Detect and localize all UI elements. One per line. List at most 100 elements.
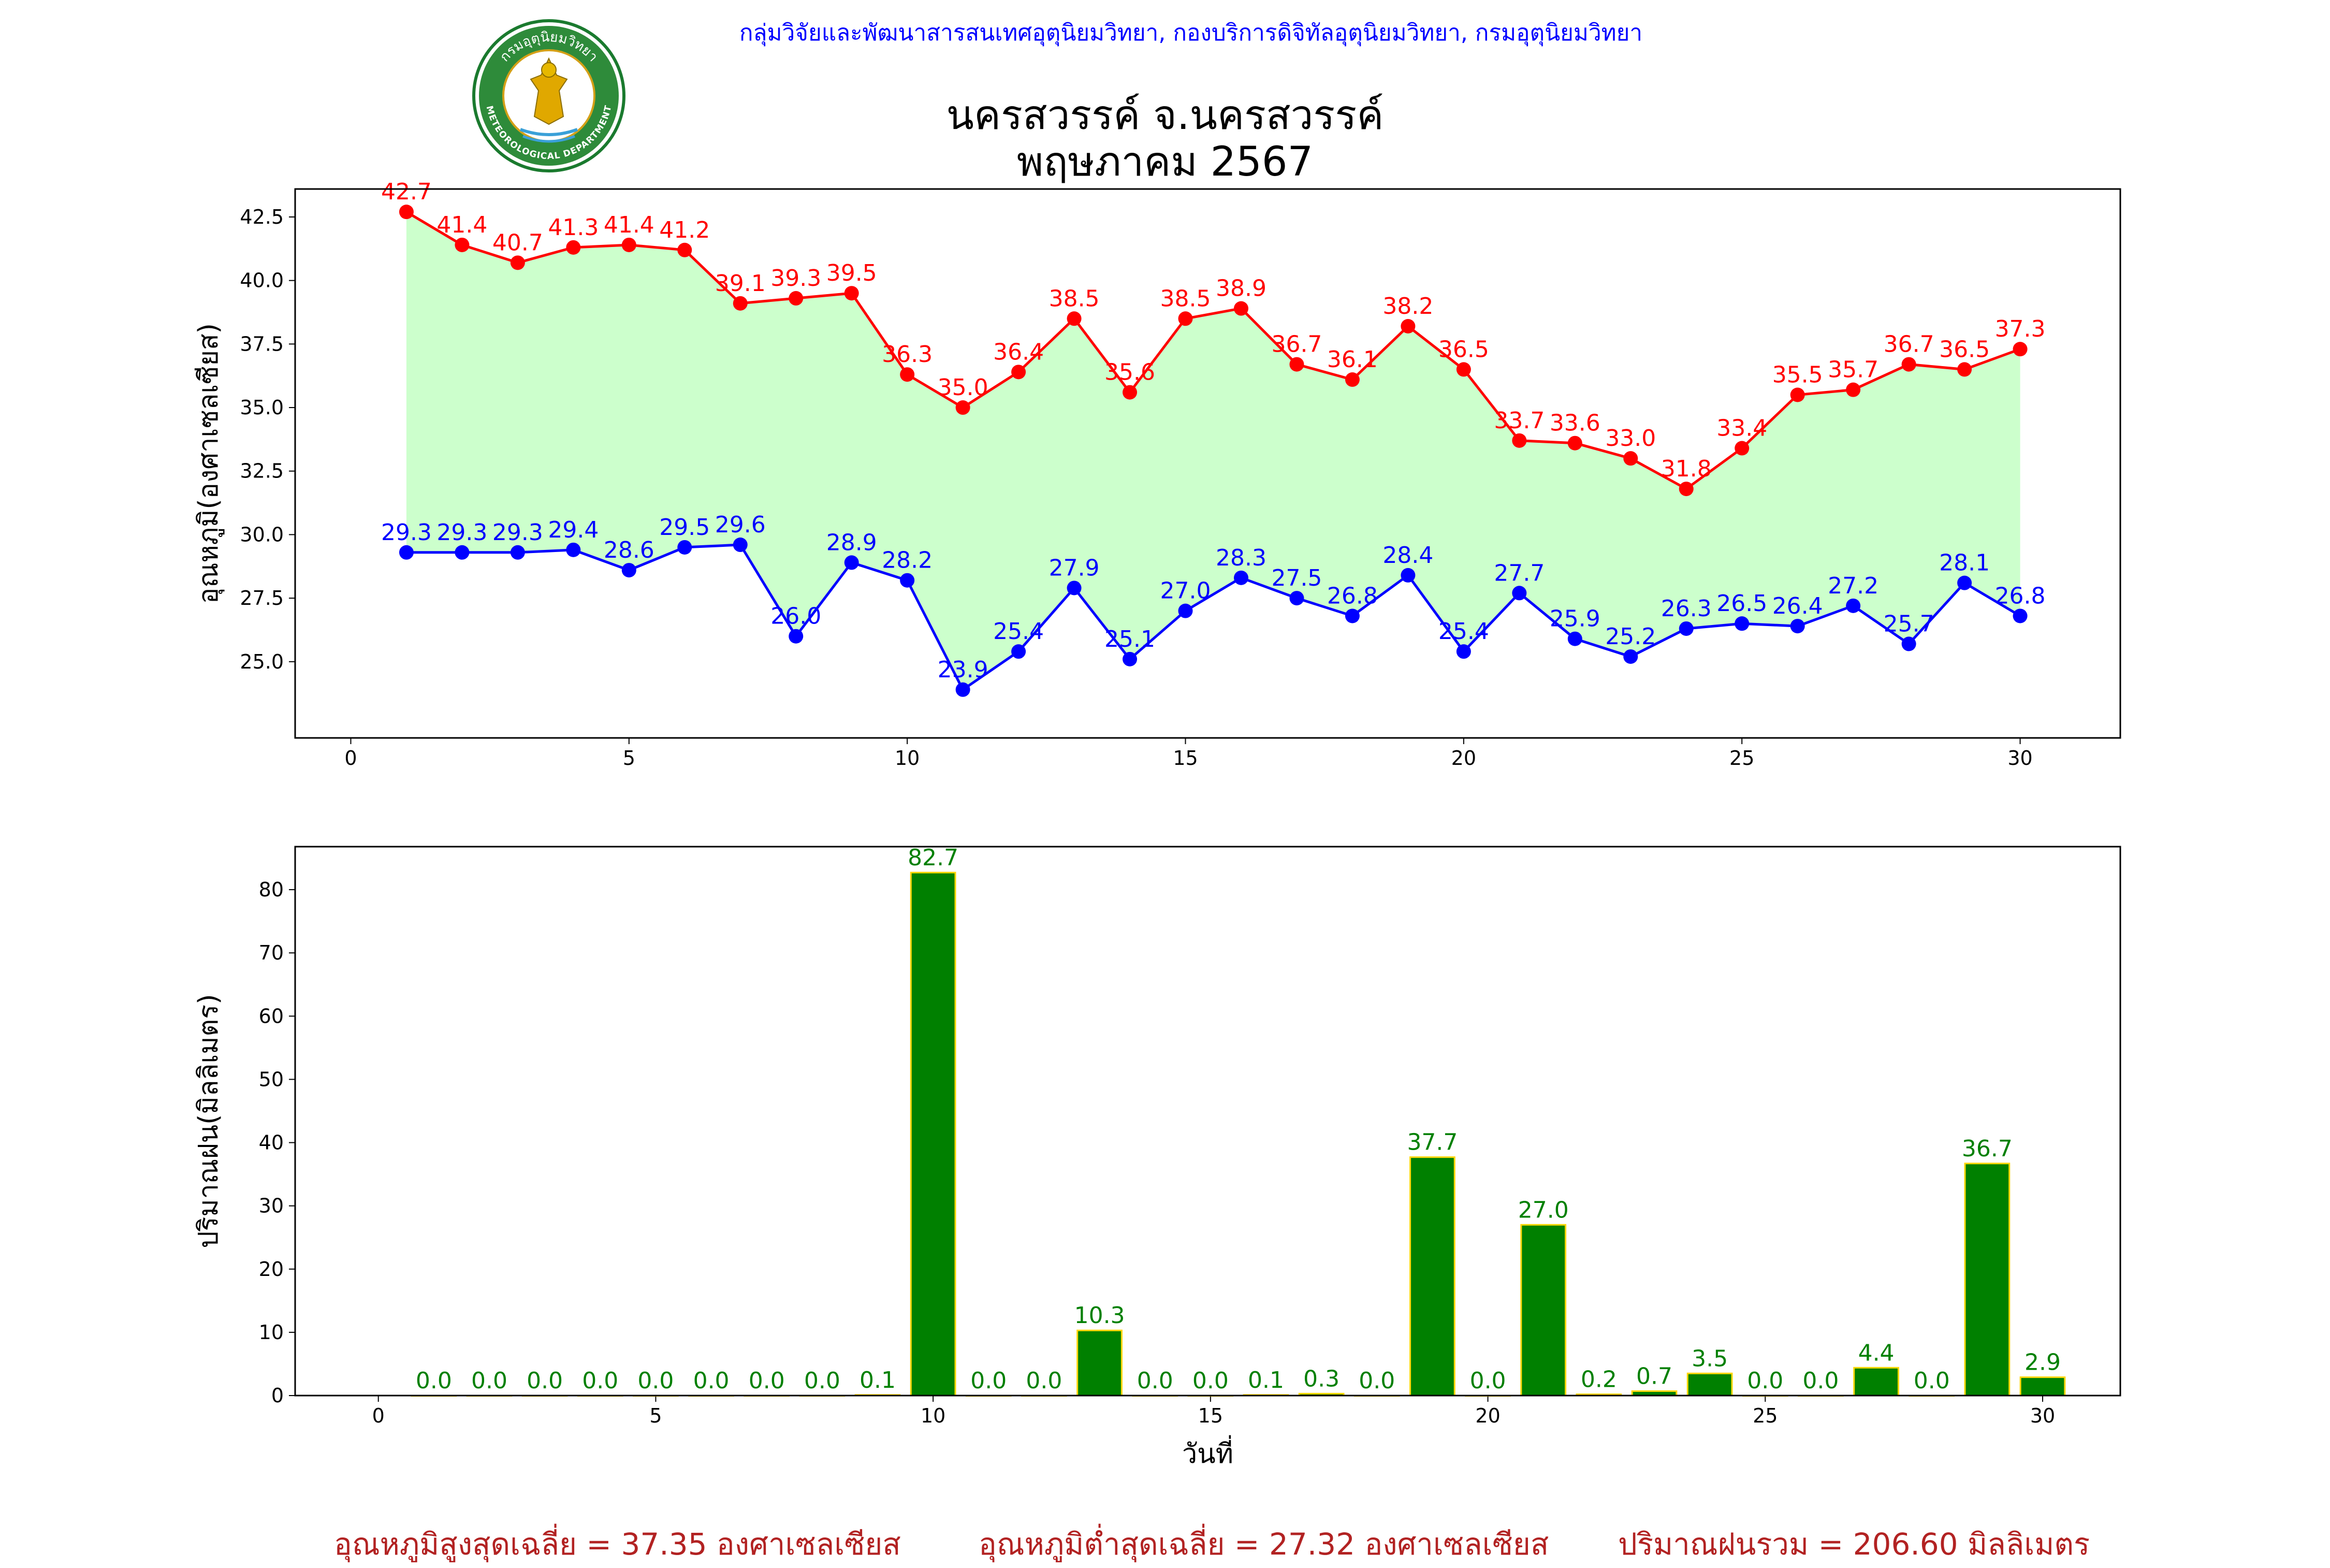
rain-data-label: 0.7 — [1636, 1363, 1672, 1389]
temp-max-data-label: 35.6 — [1104, 359, 1155, 386]
rain-data-label: 0.0 — [416, 1368, 452, 1394]
temp-min-data-label: 28.9 — [826, 529, 877, 556]
rain-y-axis-label: ปริมาณฝน(มิลลิเมตร) — [193, 994, 224, 1248]
temp-min-point — [1011, 644, 1026, 659]
temp-y-tick-label: 42.5 — [240, 206, 284, 228]
temp-min-point — [1567, 631, 1582, 646]
temp-min-line — [406, 543, 2021, 692]
temp-x-tick-label: 5 — [623, 747, 635, 770]
temp-plot-frame — [294, 188, 2121, 739]
temp-min-data-label: 29.3 — [492, 519, 543, 546]
temp-y-tick-label: 37.5 — [240, 332, 284, 355]
temp-min-data-label: 29.5 — [659, 514, 710, 541]
station-title: นครสวรรค์ จ.นครสวรรค์ — [946, 92, 1384, 139]
rain-data-label: 3.5 — [1692, 1345, 1728, 1372]
temp-min-data-label: 28.3 — [1216, 545, 1266, 571]
temp-min-point — [1289, 591, 1304, 606]
temp-min-point — [455, 545, 470, 560]
temp-min-data-label: 29.3 — [436, 519, 487, 546]
temp-min-point — [621, 563, 636, 578]
rain-data-label: 0.0 — [582, 1368, 618, 1394]
temp-max-data-label: 36.7 — [1884, 331, 1934, 358]
temp-min-data-label: 26.3 — [1661, 596, 1712, 622]
temp-min-point — [1957, 575, 1972, 590]
temp-max-data-label: 39.5 — [826, 260, 877, 286]
rain-y-tick-label: 0 — [271, 1384, 284, 1407]
temp-max-point — [955, 400, 970, 415]
temp-min-point — [900, 573, 915, 588]
temp-max-data-label: 38.2 — [1382, 293, 1433, 320]
temp-max-point — [621, 237, 636, 252]
temp-y-tick-label: 32.5 — [240, 460, 284, 483]
rain-data-label: 0.0 — [1137, 1368, 1173, 1394]
rain-x-tick-label: 5 — [649, 1404, 662, 1427]
temp-min-data-label: 26.8 — [1327, 583, 1378, 609]
temp-min-data-label: 29.6 — [715, 512, 766, 538]
temp-min-point — [1345, 608, 1360, 623]
rain-bar — [1853, 1367, 1899, 1397]
temp-max-point — [1178, 311, 1193, 326]
temp-min-data-label: 29.4 — [548, 517, 599, 543]
temp-max-point — [1067, 311, 1082, 326]
rain-data-label: 0.0 — [471, 1368, 507, 1394]
temp-max-data-label: 42.7 — [381, 179, 432, 205]
temp-max-data-label: 37.3 — [1995, 316, 2046, 342]
temp-max-data-label: 38.9 — [1216, 275, 1266, 302]
temp-min-point — [1623, 649, 1638, 664]
temp-min-point — [1512, 586, 1527, 601]
rain-bar — [2019, 1376, 2066, 1397]
rain-bar — [1409, 1156, 1455, 1397]
temp-max-data-label: 41.2 — [659, 217, 710, 243]
temp-min-point — [844, 555, 859, 570]
temp-max-data-label: 36.4 — [993, 339, 1044, 365]
rain-data-label: 0.0 — [749, 1368, 785, 1394]
rain-data-label: 0.0 — [637, 1368, 674, 1394]
temp-max-data-label: 36.5 — [1438, 336, 1489, 362]
temp-min-point — [399, 545, 414, 560]
rain-y-tick-label: 60 — [259, 1005, 284, 1027]
temp-min-point — [789, 629, 804, 644]
temp-min-point — [1846, 598, 1861, 613]
temp-min-data-label: 25.4 — [993, 618, 1044, 645]
temp-max-data-label: 41.4 — [604, 212, 654, 238]
rain-data-label: 0.0 — [693, 1368, 730, 1394]
temp-max-data-label: 41.3 — [548, 214, 599, 241]
temp-max-point — [1901, 357, 1916, 372]
rain-y-tick-label: 30 — [259, 1195, 284, 1217]
temp-max-data-label: 36.3 — [882, 341, 933, 368]
temp-min-point — [2013, 608, 2028, 623]
temp-max-data-label: 39.1 — [715, 270, 766, 297]
temp-min-data-label: 26.5 — [1716, 590, 1767, 617]
rain-x-axis-label: วันที่ — [1182, 1435, 1233, 1470]
month-title: พฤษภาคม 2567 — [1016, 139, 1314, 185]
temp-max-data-label: 38.5 — [1049, 285, 1100, 312]
temp-min-data-label: 23.9 — [938, 657, 988, 683]
agency-name: กลุ่มวิจัยและพัฒนาสารสนเทศอุตุนิยมวิทยา,… — [739, 20, 1643, 46]
temp-min-point — [566, 542, 581, 557]
rain-data-label: 10.3 — [1074, 1302, 1125, 1329]
temp-max-data-label: 36.1 — [1327, 346, 1378, 373]
temp-min-point — [1790, 619, 1805, 634]
temp-max-data-label: 41.4 — [436, 212, 487, 238]
temp-max-data-label: 36.5 — [1939, 336, 1990, 362]
rain-bar — [1076, 1329, 1123, 1397]
avg-min-temp: อุณหภูมิต่ำสุดเฉลี่ย = 27.32 องศาเซลเซีย… — [979, 1527, 1549, 1562]
rain-data-label: 0.0 — [970, 1368, 1007, 1394]
rain-data-label: 0.2 — [1581, 1367, 1617, 1393]
temp-max-point — [566, 240, 581, 255]
total-rainfall: ปริมาณฝนรวม = 206.60 มิลลิเมตร — [1618, 1527, 2090, 1562]
temp-max-point — [1289, 357, 1304, 372]
rain-y-tick-label: 70 — [259, 941, 284, 964]
temp-x-tick-label: 30 — [2007, 747, 2032, 770]
temp-min-point — [1679, 621, 1694, 636]
temp-max-point — [1512, 433, 1527, 448]
temp-max-point — [789, 291, 804, 306]
rain-data-label: 0.0 — [1747, 1368, 1783, 1394]
rain-data-label: 36.7 — [1962, 1136, 2013, 1162]
temp-max-data-label: 40.7 — [492, 229, 543, 256]
temp-min-point — [1456, 644, 1471, 659]
temp-min-data-label: 27.2 — [1828, 573, 1878, 599]
temperature-chart: 0 5 10 15 20 25 30 25.0 27.5 30.0 32.5 35.0 37.5 40.0… — [193, 179, 2121, 770]
temp-max-data-label: 35.5 — [1772, 362, 1823, 388]
